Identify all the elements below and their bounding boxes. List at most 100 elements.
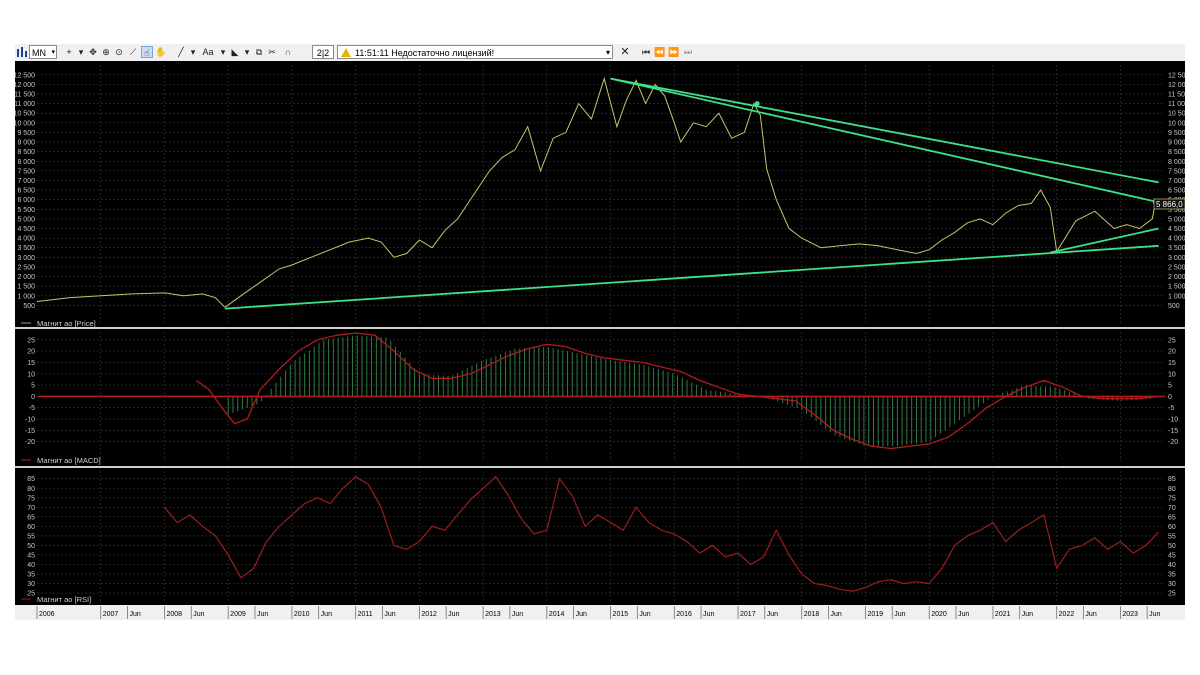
line-tool-icon[interactable]: ╱	[178, 47, 184, 57]
rsi-axis-tick-label-left: 85	[27, 476, 35, 483]
counter-field[interactable]: 2|2	[312, 45, 334, 59]
marker-dropdown-icon[interactable]: ▾	[244, 47, 250, 57]
prev-bar-icon[interactable]: ⏪	[654, 47, 666, 57]
time-label: 2021	[995, 611, 1011, 618]
trendline	[610, 77, 1159, 204]
rsi-axis-tick-label-right: 65	[1168, 514, 1176, 521]
magnet-icon[interactable]: ∩	[284, 47, 292, 57]
time-label: Jun	[639, 611, 650, 618]
time-label: 2020	[931, 611, 947, 618]
price-axis-tick-label-right: 7 500	[1168, 168, 1185, 175]
rsi-legend: Магнит ао [RSI]	[37, 595, 91, 604]
price-axis-tick-label-left: 2 000	[17, 274, 35, 281]
close-icon[interactable]: ✕	[620, 46, 630, 58]
macd-axis-tick-label-right: 25	[1168, 337, 1176, 344]
price-axis-tick-label-right: 9 500	[1168, 130, 1185, 137]
hand-select-icon[interactable]: ☝	[141, 46, 153, 58]
macd-axis-tick-label-left: -20	[25, 439, 35, 446]
message-text: Недостаточно лицензий!	[391, 48, 495, 58]
trendline	[610, 77, 1159, 184]
warning-icon	[341, 48, 351, 57]
time-label: 2013	[485, 611, 501, 618]
price-axis-tick-label-left: 12 500	[15, 72, 35, 79]
time-label: Jun	[958, 611, 969, 618]
crosshair-icon[interactable]: ⊕	[102, 47, 110, 57]
rsi-axis-tick-label-right: 80	[1168, 486, 1176, 493]
time-axis: 2006 2007 Jun 2008 Jun 2009 Jun 2010 Jun 2011 Jun 2…	[15, 605, 1185, 620]
price-axis-tick-label-right: 11 500	[1168, 91, 1185, 98]
terminal-window: MN ▾ + ▾ ✥ ⊕ ⊙ ⟋ ☝ ✋ ╱ ▾ Aa ▾ ◣ ▾ ⧉ ✂ ∩ …	[15, 44, 1185, 620]
time-label: 2009	[230, 611, 246, 618]
ruler-icon[interactable]: ⟋	[129, 47, 137, 57]
text-dropdown-icon[interactable]: ▾	[220, 47, 226, 57]
rsi-axis-tick-label-right: 40	[1168, 562, 1176, 569]
time-label: 2007	[103, 611, 119, 618]
line-dropdown-icon[interactable]: ▾	[190, 47, 196, 57]
price-axis-tick-label-left: 5 000	[17, 216, 35, 223]
time-label: 2015	[613, 611, 629, 618]
trendline	[224, 244, 1159, 310]
macd-axis-tick-label-left: 15	[27, 360, 35, 367]
macd-axis-tick-label-right: -20	[1168, 439, 1178, 446]
timeframe-select[interactable]: MN ▾	[29, 45, 57, 59]
price-axis-tick-label-right: 8 000	[1168, 159, 1185, 166]
add-dropdown-icon[interactable]: ▾	[78, 47, 84, 57]
price-axis-tick-label-right: 12 500	[1168, 72, 1185, 79]
chart-toolbar: MN ▾ + ▾ ✥ ⊕ ⊙ ⟋ ☝ ✋ ╱ ▾ Aa ▾ ◣ ▾ ⧉ ✂ ∩ …	[15, 44, 1185, 62]
last-bar-icon[interactable]: ⏭	[683, 47, 693, 57]
rsi-axis-tick-label-left: 55	[27, 533, 35, 540]
price-axis-tick-label-right: 7 000	[1168, 178, 1185, 185]
macd-panel: -20 -15 -10 -5 0 5 10 15 20 25 -20 -15 -10 -5 0 5 10 15 2…	[21, 332, 1178, 465]
macd-axis-tick-label-left: 0	[31, 394, 35, 401]
price-axis-tick-label-left: 3 000	[17, 255, 35, 262]
trendline	[1050, 227, 1159, 254]
rsi-axis-tick-label-left: 50	[27, 543, 35, 550]
copy-icon[interactable]: ⧉	[255, 47, 263, 57]
trendline-anchor-point	[754, 101, 760, 107]
add-icon[interactable]: +	[66, 47, 72, 57]
price-axis-tick-label-left: 12 000	[15, 82, 35, 89]
message-field[interactable]: 11:51:11 Недостаточно лицензий! ▾	[337, 45, 613, 59]
price-axis-tick-label-left: 500	[23, 303, 35, 310]
time-label: 2022	[1059, 611, 1075, 618]
time-label: 2011	[358, 611, 373, 618]
time-label: Jun	[1149, 611, 1160, 618]
time-label: Jun	[193, 611, 204, 618]
hand-pan-icon[interactable]: ✋	[155, 47, 167, 57]
macd-axis-tick-label-right: 0	[1168, 394, 1172, 401]
macd-axis-tick-label-right: 5	[1168, 383, 1172, 390]
last-price-label: 5 866,0	[1156, 200, 1183, 209]
price-legend: Магнит ао [Price]	[37, 319, 96, 328]
price-axis-tick-label-right: 3 000	[1168, 255, 1185, 262]
price-series-line	[36, 76, 1156, 308]
time-label: Jun	[129, 611, 140, 618]
delete-drawings-icon[interactable]: ✂	[268, 47, 276, 57]
rsi-axis-tick-label-right: 75	[1168, 495, 1176, 502]
price-axis-tick-label-left: 7 500	[17, 168, 35, 175]
price-axis-tick-label-right: 5 000	[1168, 216, 1185, 223]
rsi-axis-tick-label-left: 45	[27, 552, 35, 559]
price-axis-tick-label-right: 9 000	[1168, 140, 1185, 147]
marker-tool-icon[interactable]: ◣	[231, 47, 239, 57]
move-icon[interactable]: ✥	[89, 47, 97, 57]
text-tool-icon[interactable]: Aa	[202, 47, 214, 57]
zoom-icon[interactable]: ⊙	[115, 47, 123, 57]
rsi-axis-tick-label-right: 45	[1168, 552, 1176, 559]
macd-axis-tick-label-right: -15	[1168, 428, 1178, 435]
macd-axis-tick-label-right: 20	[1168, 349, 1176, 356]
macd-axis-tick-label-left: -10	[25, 417, 35, 424]
rsi-axis-tick-label-right: 50	[1168, 543, 1176, 550]
chevron-down-icon: ▾	[51, 49, 55, 56]
price-axis-tick-label-left: 9 500	[17, 130, 35, 137]
next-bar-icon[interactable]: ⏩	[668, 47, 680, 57]
rsi-axis-tick-label-left: 30	[27, 581, 35, 588]
first-bar-icon[interactable]: ⏮	[641, 47, 651, 57]
rsi-axis-tick-label-right: 60	[1168, 524, 1176, 531]
chart-type-icon[interactable]	[16, 46, 28, 58]
time-label: Jun	[1085, 611, 1096, 618]
rsi-series-line	[164, 475, 1160, 592]
price-axis-tick-label-right: 1 500	[1168, 284, 1185, 291]
message-dropdown-icon[interactable]: ▾	[605, 48, 610, 57]
price-axis-tick-label-left: 8 500	[17, 149, 35, 156]
